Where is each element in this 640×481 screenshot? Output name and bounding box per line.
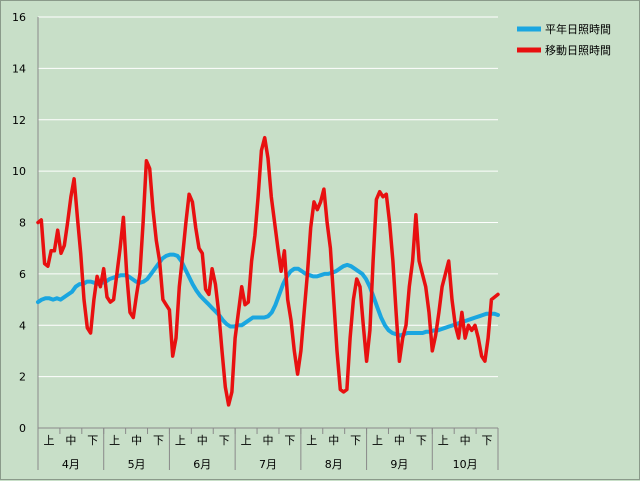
x-month-label: 4月	[62, 458, 80, 471]
x-decade-label: 中	[394, 434, 405, 447]
y-tick-label: 10	[12, 165, 26, 178]
x-decade-label: 下	[482, 434, 493, 447]
x-decade-label: 下	[350, 434, 361, 447]
x-decade-label: 上	[175, 434, 186, 447]
x-decade-label: 下	[416, 434, 427, 447]
y-tick-label: 14	[12, 62, 26, 75]
x-decade-label: 上	[438, 434, 449, 447]
x-decade-label: 中	[65, 434, 76, 447]
x-axis: 上中下上中下上中下上中下上中下上中下上中下4月 5月 6月 7月 8月 9月 10月	[37, 427, 499, 471]
x-decade-label: 下	[284, 434, 295, 447]
y-tick-label: 2	[19, 371, 26, 384]
x-decade-label: 上	[306, 434, 317, 447]
x-month-label: 9月	[390, 458, 408, 471]
x-decade-label: 下	[153, 434, 164, 447]
x-decade-label: 中	[197, 434, 208, 447]
y-tick-label: 0	[19, 422, 26, 435]
y-tick-label: 16	[12, 11, 26, 24]
x-decade-label: 上	[109, 434, 120, 447]
y-axis: 0 2 4 6 8 10 12 14 16	[12, 11, 39, 435]
y-tick-label: 4	[19, 319, 26, 332]
x-decade-label: 上	[372, 434, 383, 447]
x-decade-label: 下	[219, 434, 230, 447]
series-line-1	[36, 252, 500, 338]
x-decade-label: 上	[43, 434, 54, 447]
series-line-2	[36, 135, 500, 407]
legend-label: 移動日照時間	[545, 43, 611, 57]
series-lines	[36, 135, 500, 407]
y-tick-label: 12	[12, 114, 26, 127]
x-month-label: 6月	[193, 458, 211, 471]
x-decade-label: 中	[328, 434, 339, 447]
x-month-label: 5月	[128, 458, 146, 471]
x-decade-label: 中	[263, 434, 274, 447]
x-month-label: 7月	[259, 458, 277, 471]
y-tick-label: 6	[19, 268, 26, 281]
x-decade-label: 下	[87, 434, 98, 447]
x-decade-label: 中	[131, 434, 142, 447]
x-decade-label: 中	[460, 434, 471, 447]
y-tick-label: 8	[19, 217, 26, 230]
x-month-label: 10月	[453, 458, 478, 471]
x-decade-label: 上	[241, 434, 252, 447]
legend-label: 平年日照時間	[545, 22, 611, 36]
x-month-label: 8月	[325, 458, 343, 471]
